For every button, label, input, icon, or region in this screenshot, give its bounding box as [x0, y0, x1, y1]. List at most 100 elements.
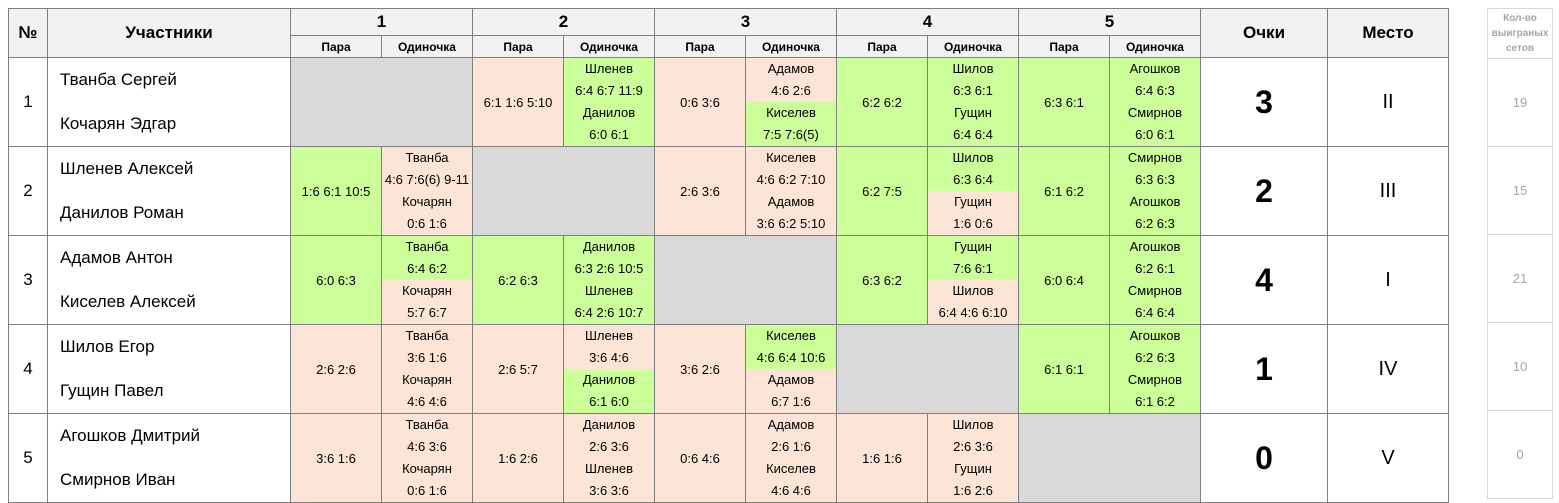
subheader-single: Одиночка [563, 35, 655, 58]
singles-opponent: Киселев [766, 328, 816, 343]
singles-score: 2:6 3:6 [589, 439, 629, 454]
pair-score: 2:6 5:7 [472, 324, 564, 414]
singles-cell: Шленев 3:6 4:6 Данилов 6:1 6:0 [563, 324, 655, 414]
singles-score: 6:3 6:3 [1135, 172, 1175, 187]
header-round-4: 4 [836, 8, 1019, 36]
singles-score: 4:6 6:2 7:10 [756, 172, 826, 187]
singles-cell: Киселев 4:6 6:4 10:6 Адамов 6:7 1:6 [745, 324, 837, 414]
singles-cell: Тванба 4:6 3:6 Кочарян 0:6 1:6 [381, 413, 473, 503]
singles-opponent: Кочарян [402, 194, 452, 209]
singles-opponent: Адамов [767, 61, 815, 76]
subheader-pair: Пара [654, 35, 746, 58]
singles-score: 6:2 6:1 [1135, 261, 1175, 276]
participant-names: Тванба Сергей Кочарян Эдгар [47, 57, 291, 147]
subheader-single: Одиночка [927, 35, 1019, 58]
subheader-pair: Пара [290, 35, 382, 58]
singles-score: 6:2 6:3 [1135, 216, 1175, 231]
pair-score: 6:3 6:1 [1018, 57, 1110, 147]
singles-score: 4:6 4:6 [771, 483, 811, 498]
pair-score: 2:6 2:6 [290, 324, 382, 414]
pair-score: 0:6 3:6 [654, 57, 746, 147]
singles-score: 6:4 6:4 [953, 127, 993, 142]
row-number: 3 [8, 235, 48, 325]
singles-score: 7:5 7:6(5) [763, 127, 819, 142]
singles-cell: Агошков 6:4 6:3 Смирнов 6:0 6:1 [1109, 57, 1201, 147]
header-participants: Участники [47, 8, 291, 58]
row-number: 1 [8, 57, 48, 147]
points-value: 3 [1200, 57, 1328, 147]
singles-opponent: Адамов [767, 417, 815, 432]
singles-score: 4:6 3:6 [407, 439, 447, 454]
participant-name: Данилов Роман [60, 203, 184, 222]
participant-names: Шленев Алексей Данилов Роман [47, 146, 291, 236]
sets-won-value: 15 [1487, 146, 1553, 235]
singles-opponent: Шилов [952, 417, 994, 432]
singles-score: 6:4 6:4 [1135, 305, 1175, 320]
sets-won-value: 10 [1487, 322, 1553, 411]
singles-opponent: Шленев [584, 61, 634, 76]
singles-cell: Данилов 6:3 2:6 10:5 Шленев 6:4 2:6 10:7 [563, 235, 655, 325]
singles-opponent: Данилов [582, 239, 636, 254]
singles-cell: Смирнов 6:3 6:3 Агошков 6:2 6:3 [1109, 146, 1201, 236]
singles-score: 6:2 6:3 [1135, 350, 1175, 365]
header-round-2: 2 [472, 8, 655, 36]
self-match-cell [1018, 413, 1201, 503]
place-value: I [1327, 235, 1449, 325]
singles-score: 6:4 2:6 10:7 [574, 305, 644, 320]
table-row: 4 Шилов Егор Гущин Павел 2:6 2:6 Тванба 3:6 1… [8, 324, 1449, 414]
participant-name: Тванба Сергей [60, 70, 177, 89]
singles-opponent: Данилов [582, 372, 636, 387]
singles-opponent: Смирнов [1127, 372, 1183, 387]
self-match-cell [836, 324, 1019, 414]
pair-score: 6:1 6:1 [1018, 324, 1110, 414]
participant-name: Шленев Алексей [60, 159, 194, 178]
singles-score: 4:6 7:6(6) 9-11 [384, 172, 470, 187]
singles-opponent: Киселев [766, 461, 816, 476]
header-round-1: 1 [290, 8, 473, 36]
singles-score: 6:3 6:4 [953, 172, 993, 187]
table-row: 3 Адамов Антон Киселев Алексей 6:0 6:3 Тванб… [8, 235, 1449, 325]
points-value: 0 [1200, 413, 1328, 503]
place-value: III [1327, 146, 1449, 236]
singles-opponent: Тванба [405, 150, 449, 165]
subheader-single: Одиночка [745, 35, 837, 58]
sets-won-value: 19 [1487, 58, 1553, 147]
singles-score: 7:6 6:1 [953, 261, 993, 276]
singles-opponent: Агошков [1129, 194, 1181, 209]
singles-opponent: Шленев [584, 283, 634, 298]
pair-score: 6:1 1:6 5:10 [472, 57, 564, 147]
table-row: 1 Тванба Сергей Кочарян Эдгар 6:1 1:6 5:10 Ш… [8, 57, 1449, 147]
singles-opponent: Тванба [405, 328, 449, 343]
singles-opponent: Тванба [405, 239, 449, 254]
singles-cell: Шилов 2:6 3:6 Гущин 1:6 2:6 [927, 413, 1019, 503]
singles-opponent: Киселев [766, 105, 816, 120]
singles-score: 3:6 4:6 [589, 350, 629, 365]
participant-names: Шилов Егор Гущин Павел [47, 324, 291, 414]
singles-cell: Данилов 2:6 3:6 Шленев 3:6 3:6 [563, 413, 655, 503]
pair-score: 6:2 6:3 [472, 235, 564, 325]
self-match-cell [654, 235, 837, 325]
singles-opponent: Данилов [582, 417, 636, 432]
place-value: IV [1327, 324, 1449, 414]
singles-score: 6:3 6:1 [953, 83, 993, 98]
singles-cell: Шилов 6:3 6:4 Гущин 1:6 0:6 [927, 146, 1019, 236]
singles-score: 6:4 6:2 [407, 261, 447, 276]
singles-score: 1:6 2:6 [953, 483, 993, 498]
singles-opponent: Гущин [954, 194, 992, 209]
header-points: Очки [1200, 8, 1328, 58]
sets-won-value: 21 [1487, 234, 1553, 323]
place-value: II [1327, 57, 1449, 147]
participant-name: Кочарян Эдгар [60, 114, 177, 133]
singles-cell: Адамов 4:6 2:6 Киселев 7:5 7:6(5) [745, 57, 837, 147]
singles-opponent: Кочарян [402, 461, 452, 476]
header-round-5: 5 [1018, 8, 1201, 36]
singles-score: 1:6 0:6 [953, 216, 993, 231]
singles-opponent: Шилов [952, 61, 994, 76]
pair-score: 3:6 1:6 [290, 413, 382, 503]
singles-score: 4:6 6:4 10:6 [756, 350, 826, 365]
participant-names: Адамов Антон Киселев Алексей [47, 235, 291, 325]
singles-opponent: Кочарян [402, 283, 452, 298]
header-place: Место [1327, 8, 1449, 58]
singles-score: 0:6 1:6 [407, 483, 447, 498]
singles-score: 6:1 6:0 [589, 394, 629, 409]
